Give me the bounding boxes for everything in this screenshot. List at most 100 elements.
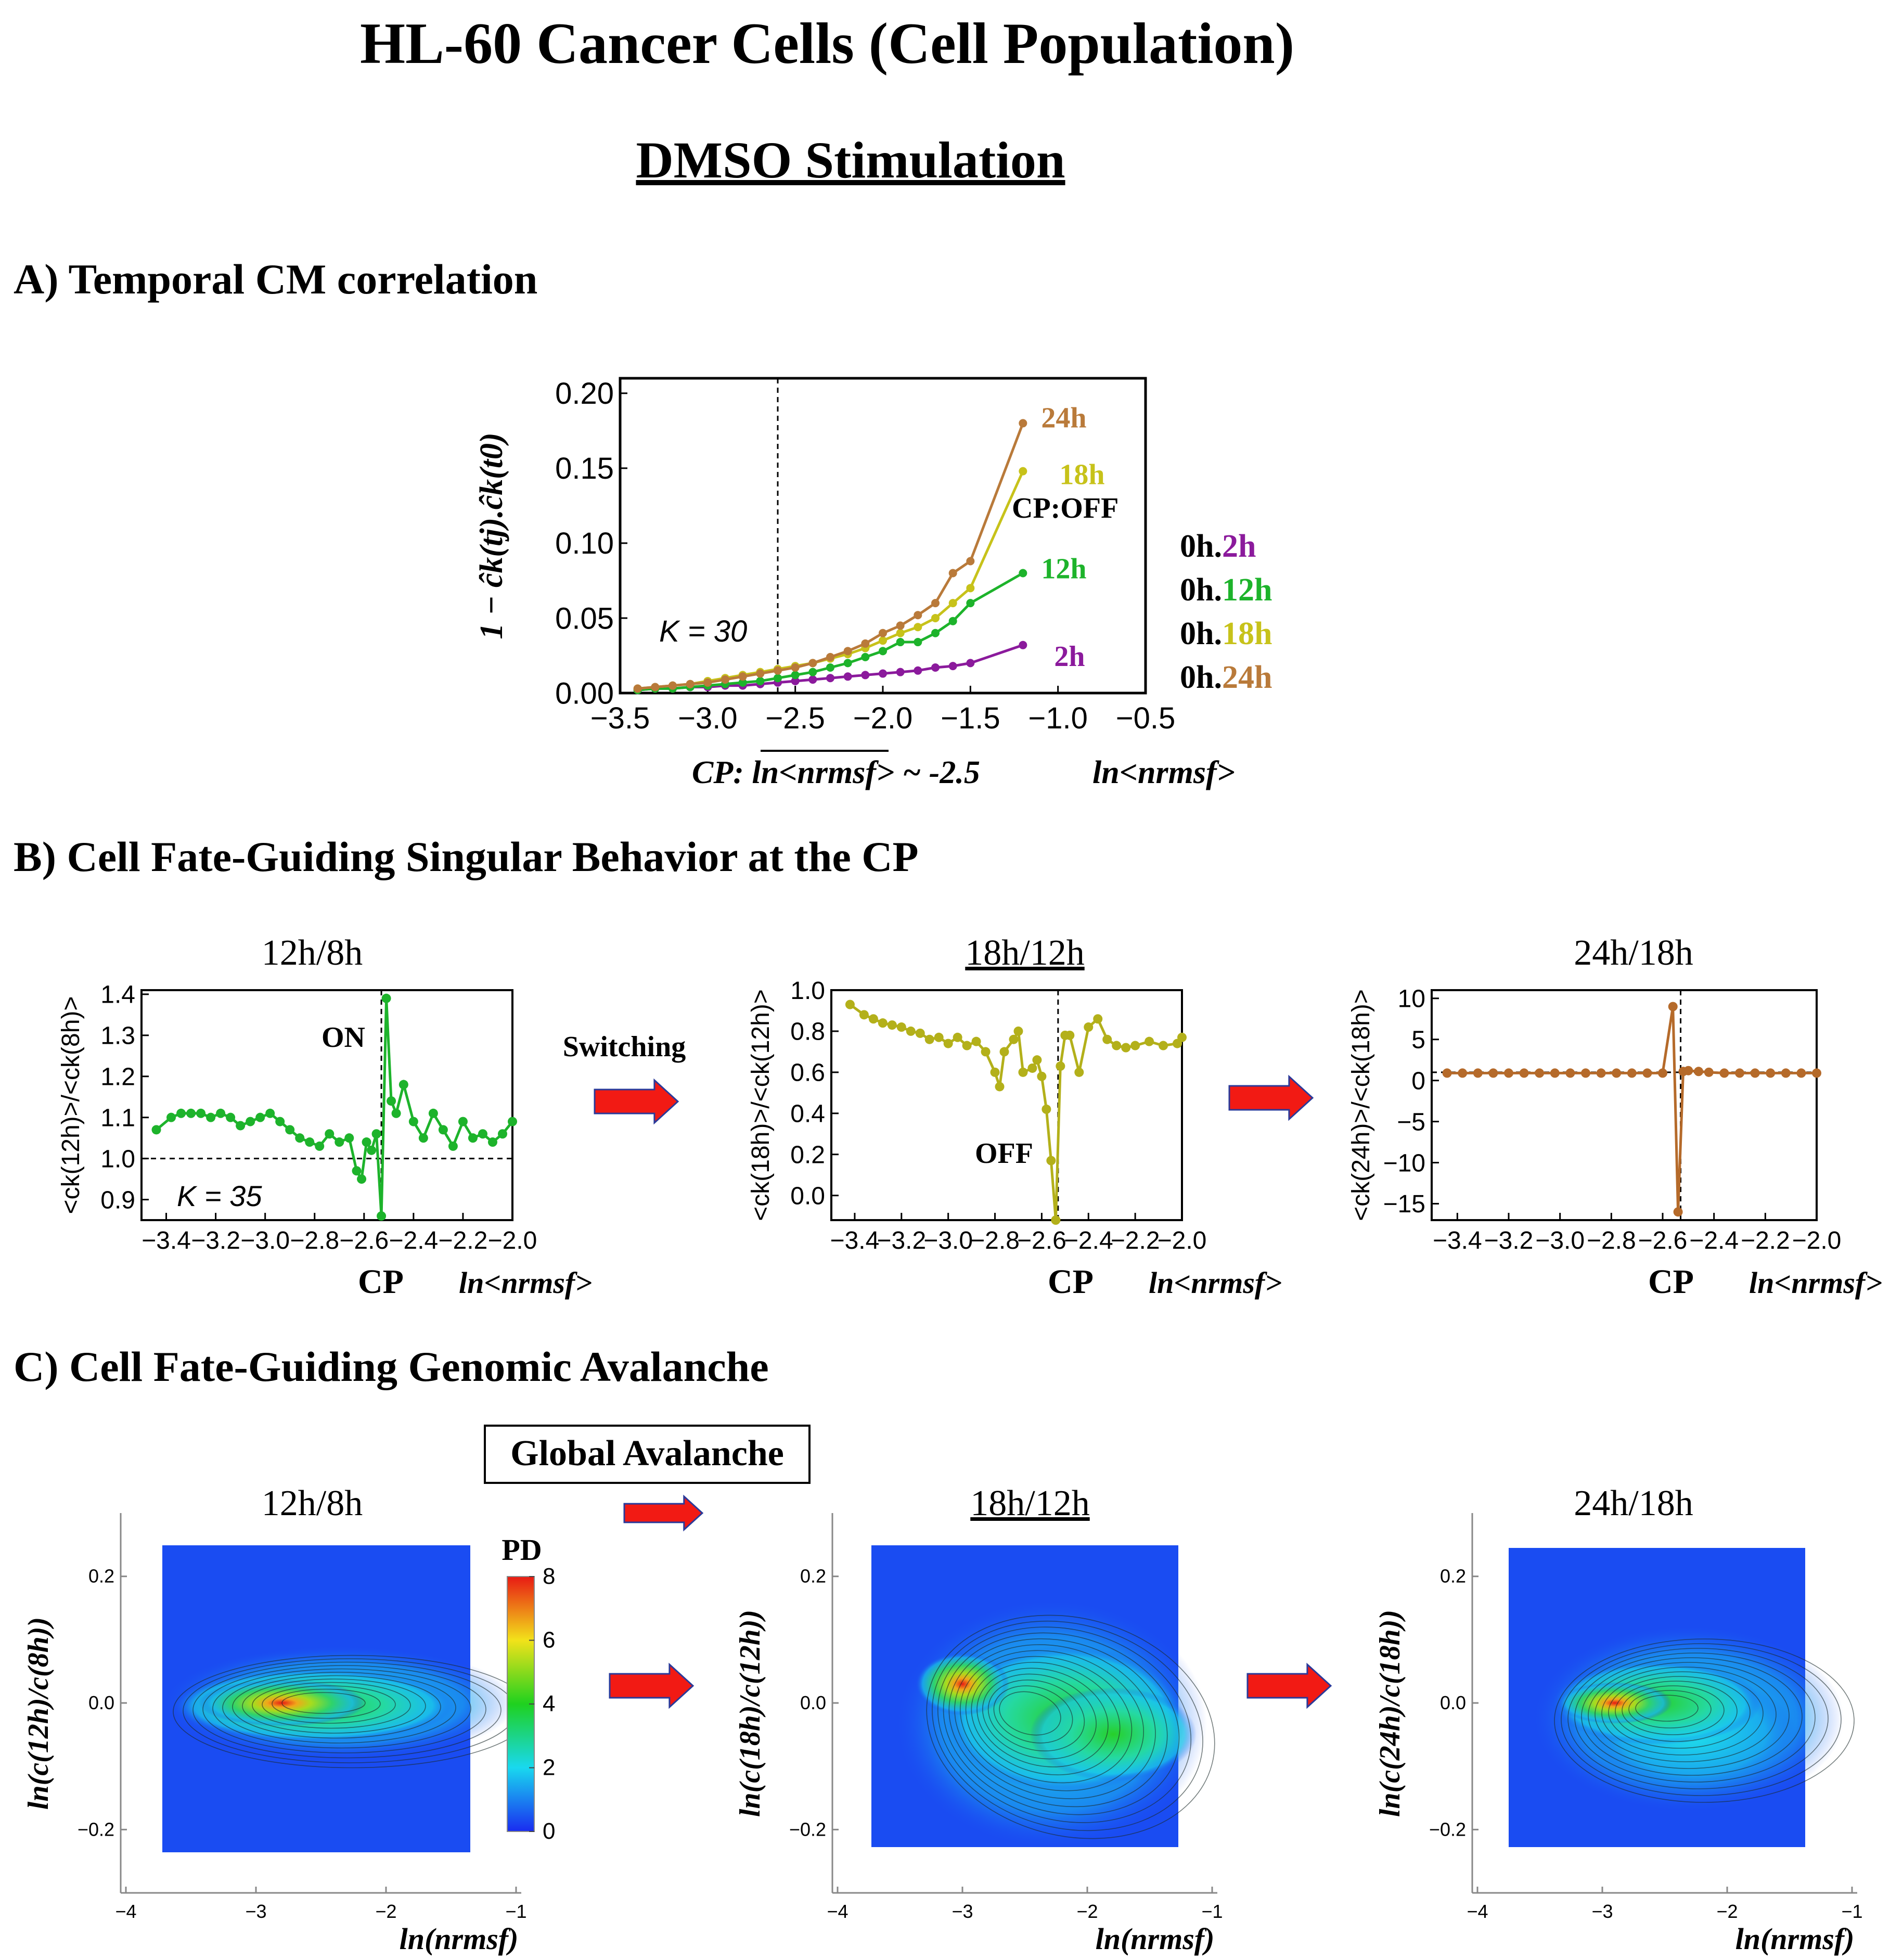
cp-label-b2: CP bbox=[1048, 1263, 1094, 1301]
data-point bbox=[966, 557, 975, 566]
k-label-b: K = 35 bbox=[177, 1180, 262, 1212]
data-point bbox=[966, 599, 975, 608]
data-point bbox=[1535, 1068, 1545, 1078]
data-point bbox=[966, 584, 975, 593]
x-tick-label: −2.6 bbox=[339, 1227, 389, 1254]
contour bbox=[987, 1679, 1085, 1752]
y-tick-label: 0 bbox=[1411, 1067, 1425, 1095]
data-point bbox=[438, 1125, 448, 1135]
x-tick-label: −2.8 bbox=[970, 1227, 1020, 1254]
x-tick-label: −3.0 bbox=[1535, 1227, 1585, 1254]
data-point bbox=[931, 613, 940, 622]
x-tick-label: −3.2 bbox=[1484, 1227, 1534, 1254]
contour bbox=[960, 1650, 1144, 1791]
data-point bbox=[1018, 1067, 1028, 1077]
data-point bbox=[808, 659, 817, 668]
data-point bbox=[1112, 1041, 1122, 1051]
data-point bbox=[381, 993, 391, 1003]
x-tick-label: −2 bbox=[375, 1901, 396, 1922]
data-point bbox=[335, 1137, 344, 1147]
chart-B3: −3.4 −3.2 −3.0 −2.8 −2.6 −2.4 −2.2 −2.0 −15 −10 −5… bbox=[1383, 985, 1842, 1254]
data-point bbox=[497, 1129, 507, 1139]
y-tick-label: 0.9 bbox=[100, 1186, 135, 1214]
data-point bbox=[703, 678, 712, 687]
x-tick-label: −3.5 bbox=[590, 701, 650, 735]
data-point bbox=[914, 623, 922, 632]
x-tick-label: −4 bbox=[1467, 1901, 1488, 1922]
data-point bbox=[879, 636, 887, 645]
data-point bbox=[151, 1125, 161, 1135]
contour bbox=[281, 1692, 366, 1714]
section-c-heading: C) Cell Fate-Guiding Genomic Avalanche bbox=[14, 1343, 769, 1390]
x-tick-label: −3 bbox=[952, 1901, 973, 1922]
contour bbox=[982, 1673, 1097, 1760]
switching-label: Switching bbox=[563, 1031, 686, 1063]
density-lobe bbox=[1030, 1687, 1197, 1781]
y-tick-label: −0.2 bbox=[789, 1818, 826, 1840]
contour bbox=[943, 1632, 1180, 1815]
series-label-12h: 12h bbox=[1041, 553, 1086, 585]
data-point bbox=[906, 1026, 916, 1036]
panel-c1-title: 12h/8h bbox=[261, 1483, 363, 1523]
data-point bbox=[948, 662, 957, 671]
x-tick-label: −2.8 bbox=[290, 1227, 339, 1254]
x-tick-label: −2.0 bbox=[853, 701, 913, 735]
data-point bbox=[1019, 419, 1027, 428]
contour bbox=[1608, 1676, 1751, 1749]
contour bbox=[1574, 1652, 1816, 1783]
plot-frame bbox=[140, 989, 513, 1221]
data-point bbox=[971, 1036, 981, 1046]
contour bbox=[202, 1665, 486, 1753]
data-point bbox=[1612, 1068, 1622, 1078]
y-axis-label-b2: <ck(18h)>/<ck(12h)> bbox=[747, 989, 775, 1221]
data-point bbox=[285, 1125, 295, 1135]
off-label: OFF bbox=[975, 1137, 1033, 1170]
series-line-B3 bbox=[1447, 1006, 1817, 1212]
series-label-24h: 24h bbox=[1041, 402, 1086, 434]
y-tick-label: −5 bbox=[1397, 1108, 1425, 1136]
data-point bbox=[448, 1141, 458, 1151]
contour bbox=[192, 1661, 502, 1759]
heatmap-panel-1: −4 −3 −2 −1 −0.2 0.0 0.2 ln(c(12h)/c(8h)) ln(nrm… bbox=[22, 1513, 532, 1956]
data-point bbox=[458, 1117, 468, 1126]
data-point bbox=[1781, 1068, 1791, 1078]
density-peak bbox=[1558, 1682, 1672, 1724]
y-tick-label: 0.0 bbox=[790, 1182, 825, 1210]
avalanche-arrow-2 bbox=[1246, 1662, 1332, 1709]
data-point bbox=[756, 669, 765, 678]
y-tick-label: −15 bbox=[1383, 1190, 1425, 1218]
x-tick-label: −4 bbox=[827, 1901, 848, 1922]
data-point bbox=[246, 1117, 255, 1126]
x-tick-label: −1 bbox=[1201, 1901, 1223, 1922]
data-point bbox=[478, 1129, 487, 1139]
panel-c2-title: 18h/12h bbox=[970, 1483, 1090, 1523]
x-tick-label: −2.6 bbox=[1638, 1227, 1688, 1254]
x-tick-label: −3.4 bbox=[830, 1227, 880, 1254]
data-point bbox=[196, 1108, 206, 1118]
x-tick-label: −1 bbox=[1841, 1901, 1862, 1922]
heatmap-panel-3: −4 −3 −2 −1 −0.2 0.0 0.2 ln(c(24h)/c(18h)) ln(nr… bbox=[1374, 1513, 1863, 1956]
data-point bbox=[1051, 1215, 1061, 1225]
y-axis-label: 1 − ĉk(tj).ĉk(t0) bbox=[474, 432, 509, 639]
switch-arrow-1 bbox=[594, 1078, 679, 1125]
data-point bbox=[508, 1117, 517, 1126]
data-point bbox=[1042, 1104, 1051, 1114]
chart-B2: −3.4−3.2−3.0−2.8−2.6−2.4−2.2−2.0 0.0 0.2 0.… bbox=[790, 977, 1206, 1254]
data-point bbox=[357, 1174, 367, 1184]
data-point bbox=[1093, 1014, 1103, 1024]
y-tick-label: 1.3 bbox=[100, 1022, 135, 1050]
contour bbox=[1628, 1690, 1712, 1728]
cp-label-b1: CP bbox=[358, 1263, 404, 1301]
y-tick-label: 0.00 bbox=[555, 676, 614, 710]
data-point bbox=[367, 1145, 377, 1155]
x-axis-label: ln<nrmsf> bbox=[1092, 755, 1235, 790]
data-point bbox=[774, 666, 782, 675]
data-point bbox=[1796, 1068, 1806, 1078]
y-tick-label: 10 bbox=[1398, 985, 1425, 1013]
data-point bbox=[255, 1112, 265, 1122]
data-point bbox=[1019, 640, 1027, 649]
y-axis-label-b3: <ck(24h)>/<ck(18h)> bbox=[1347, 989, 1375, 1221]
y-tick-label: 1.0 bbox=[790, 977, 825, 1005]
y-axis-label-c3: ln(c(24h)/c(18h)) bbox=[1374, 1610, 1406, 1817]
contour bbox=[954, 1644, 1156, 1799]
